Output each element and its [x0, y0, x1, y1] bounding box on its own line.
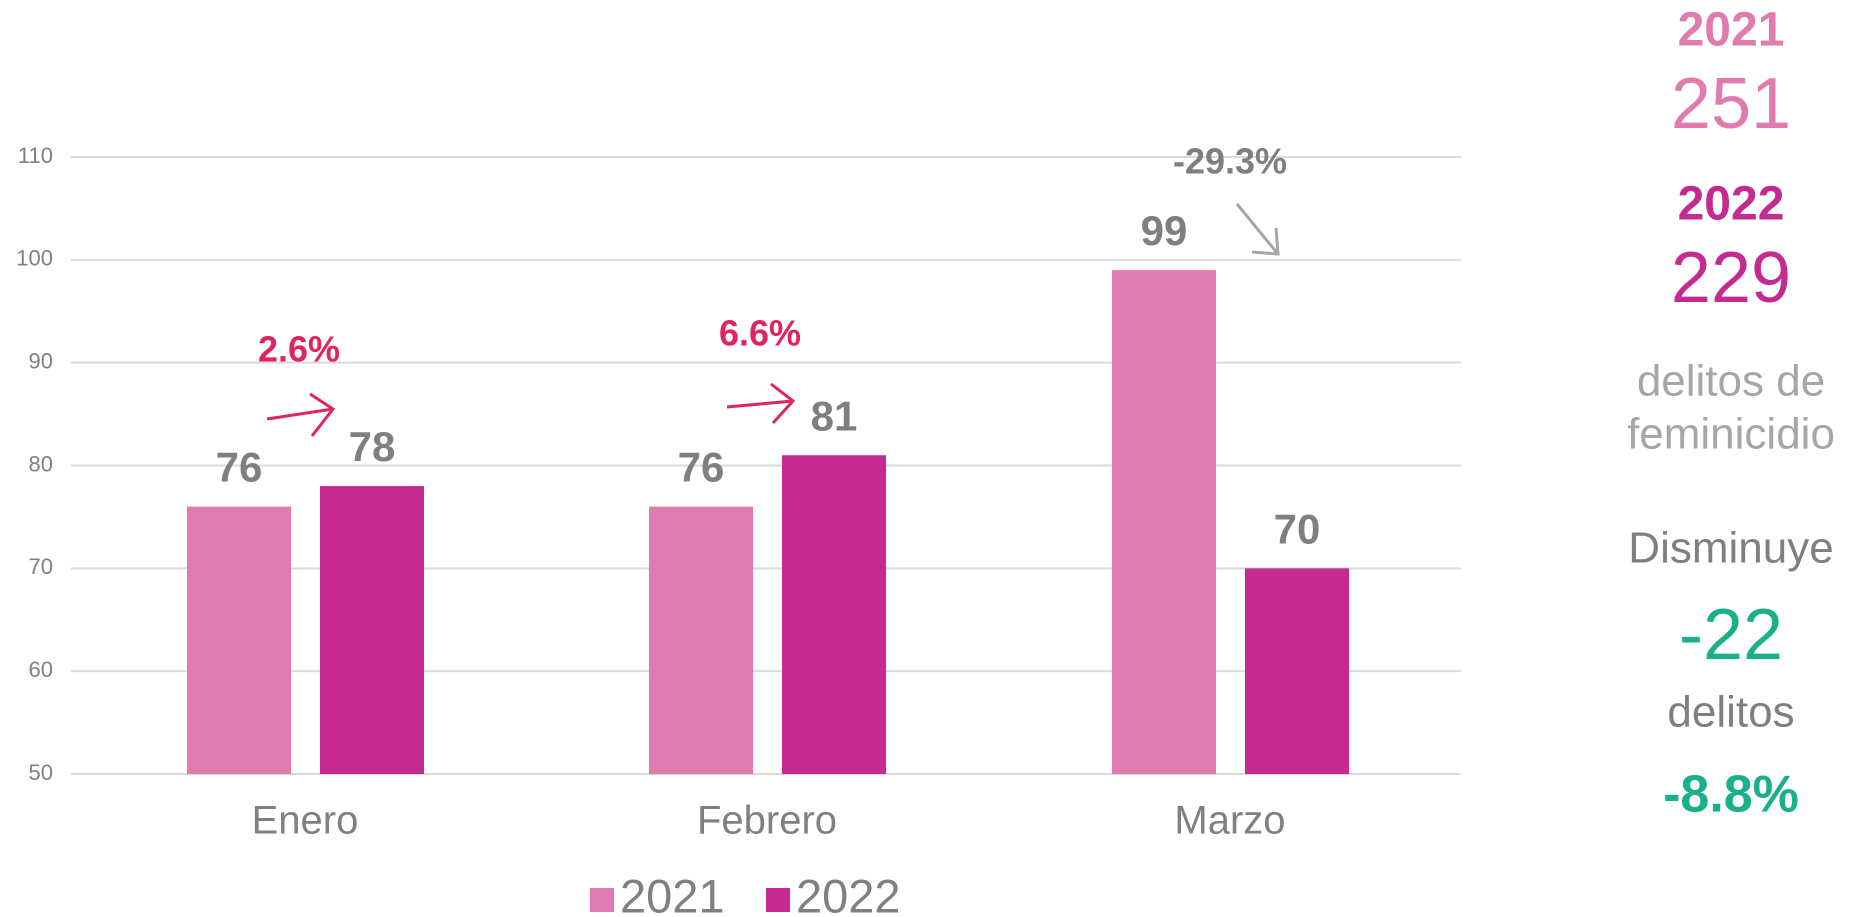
- bar: [187, 506, 291, 774]
- bar: [1112, 270, 1216, 774]
- summary-year: 2021: [1678, 4, 1785, 57]
- value-label: 78: [349, 423, 396, 470]
- y-tick-label: 110: [18, 143, 53, 168]
- bar: [649, 506, 753, 774]
- arrow: [266, 407, 334, 421]
- y-tick-label: 80: [29, 451, 53, 476]
- y-tick-label: 90: [29, 348, 53, 373]
- y-tick-label: 100: [16, 246, 53, 271]
- value-label: 70: [1274, 505, 1321, 552]
- x-tick-label: Marzo: [1174, 799, 1285, 843]
- legend-swatch: [766, 888, 790, 912]
- y-tick-label: 70: [29, 554, 53, 579]
- y-tick-label: 60: [29, 657, 53, 682]
- annotation: -29.3%: [1173, 141, 1287, 182]
- summary-change-percent: -8.8%: [1663, 766, 1799, 824]
- annotation: 2.6%: [258, 329, 340, 370]
- bar: [782, 455, 886, 774]
- legend-label: 2022: [796, 869, 901, 917]
- summary-change-label: Disminuye: [1628, 524, 1833, 573]
- value-label: 81: [811, 392, 858, 439]
- arrow: [1235, 203, 1280, 255]
- legend-swatch: [590, 888, 614, 912]
- arrow-head: [770, 382, 796, 425]
- summary-change-unit: delitos: [1667, 688, 1794, 737]
- arrow-head: [309, 392, 336, 437]
- legend-label: 2021: [620, 869, 725, 917]
- bar: [320, 486, 424, 774]
- summary-change-value: -22: [1679, 595, 1783, 675]
- annotation: 6.6%: [719, 313, 801, 354]
- summary-total: 251: [1671, 64, 1791, 144]
- arrow-head: [1251, 227, 1280, 256]
- x-tick-label: Febrero: [697, 799, 837, 843]
- value-label: 76: [678, 444, 725, 491]
- value-label: 76: [216, 444, 263, 491]
- summary-description: delitos de: [1637, 357, 1825, 406]
- bar: [1245, 568, 1349, 774]
- summary-total: 229: [1671, 238, 1791, 318]
- value-label: 99: [1141, 207, 1188, 254]
- summary-year: 2022: [1678, 178, 1785, 231]
- summary-description: feminicidio: [1627, 410, 1835, 459]
- arrow: [726, 399, 794, 409]
- y-tick-label: 50: [29, 760, 53, 785]
- x-tick-label: Enero: [252, 799, 359, 843]
